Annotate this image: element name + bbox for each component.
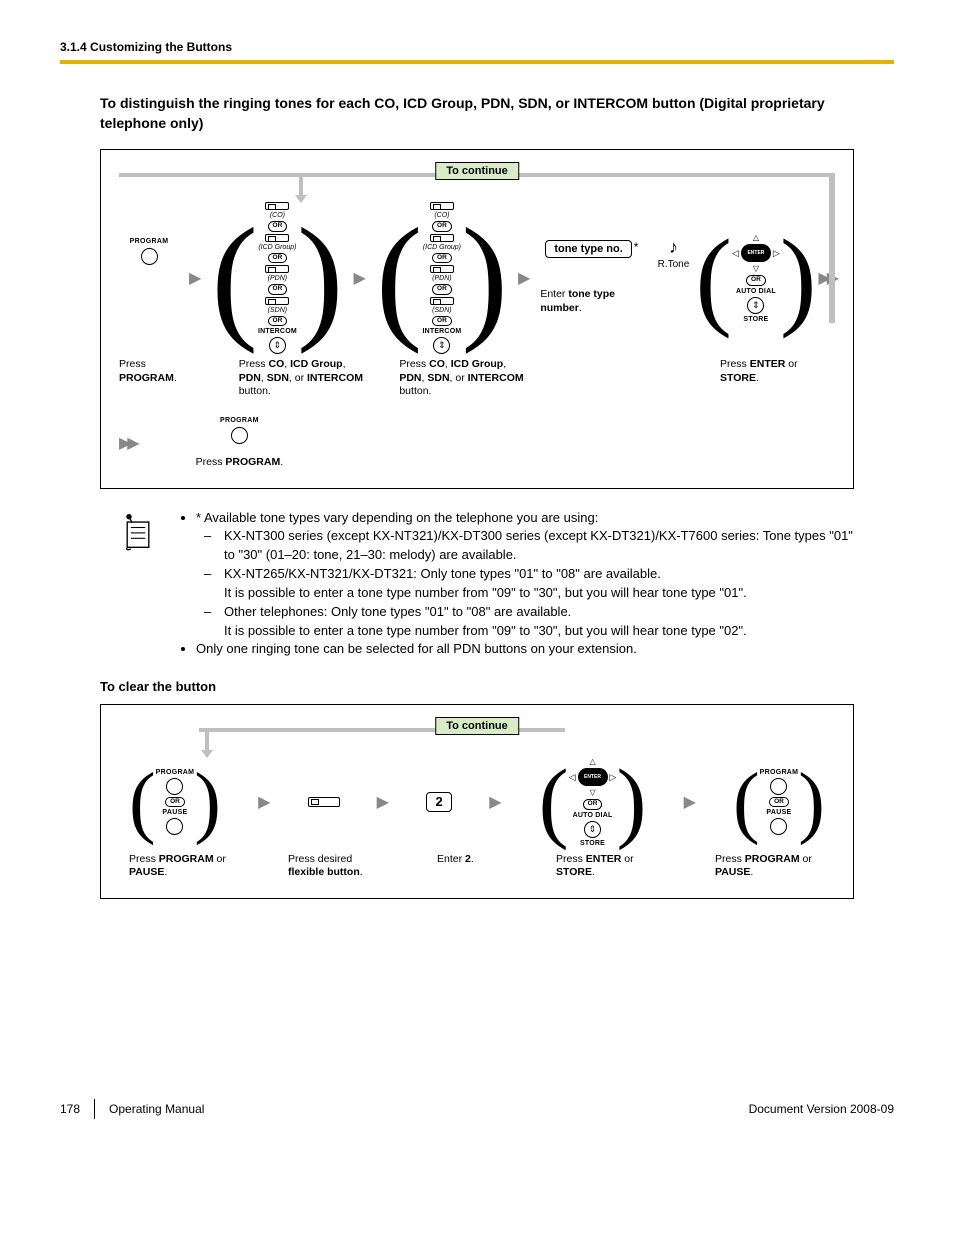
flex-button-icon [265,202,289,210]
heading-2: To clear the button [100,679,854,694]
or-pill: OR [268,253,288,263]
continue-label-2: To continue [435,717,519,735]
caption-flexible: Press desired flexible button. [288,853,388,880]
flex-button-icon [265,234,289,242]
caption-press-program-2: Press PROGRAM. [196,456,284,470]
enter-button-icon [741,244,771,262]
or-pill: OR [432,284,452,294]
co-label: (CO) [270,212,285,219]
or-pill: OR [268,221,288,231]
continue-label: To continue [435,162,519,180]
arrow-icon: ▶ [377,792,389,812]
note-line-1: * Available tone types vary depending on… [196,509,854,641]
program-label: PROGRAM [130,238,169,245]
icd-label: (ICD Group) [423,244,461,251]
program-button-icon [141,248,158,265]
enter-button-icon [578,768,608,786]
arrow-icon: ▶ [189,268,201,288]
caption-enter-store-2: Press ENTER or STORE. [556,853,666,880]
header-rule [60,60,894,64]
or-pill: OR [583,799,603,809]
music-note-icon: ♪ [669,238,678,256]
store-label: STORE [743,316,768,323]
tone-type-entry: tone type no. [545,240,631,258]
pause-label: PAUSE [162,809,187,816]
pause-button-icon [770,818,787,835]
or-pill: OR [432,221,452,231]
pdn-label: (PDN) [268,275,287,282]
or-pill: OR [746,275,766,285]
caption-press-co-2: Press CO, ICD Group, PDN, SDN, or INTERC… [399,358,524,399]
arrow-icon: ▶ [684,792,696,812]
flex-button-icon [430,297,454,305]
pdn-label: (PDN) [432,275,451,282]
caption-press-co: Press CO, ICD Group, PDN, SDN, or INTERC… [239,358,364,399]
document-version: Document Version 2008-09 [749,1102,894,1116]
arrow-icon: ▶ [258,792,270,812]
caption-enter-tone: Enter tone type number. [540,288,643,315]
program-button-icon [166,778,183,795]
note-line-2: Only one ringing tone can be selected fo… [196,640,854,659]
note-sub-1: KX-NT300 series (except KX-NT321)/KX-DT3… [224,527,854,565]
intercom-button-icon: ⇕ [269,337,286,354]
note-sub-3: Other telephones: Only tone types "01" t… [224,603,854,641]
caption-enter-store: Press ENTER or STORE. [720,358,835,385]
program-button-icon [770,778,787,795]
or-pill: OR [432,316,452,326]
note-icon [120,511,156,558]
manual-title: Operating Manual [109,1102,204,1116]
arrow-icon: ▶ [518,268,530,288]
header-section: 3.1.4 Customizing the Buttons [60,40,894,60]
co-label: (CO) [434,212,449,219]
rtone-label: R.Tone [658,259,690,270]
store-label: STORE [580,840,605,847]
page-number: 178 [60,1102,80,1116]
flex-button-icon [430,202,454,210]
arrow-double-icon: ▶▶ [119,433,136,453]
sdn-label: (SDN) [268,307,287,314]
or-pill: OR [432,253,452,263]
auto-dial-label: AUTO DIAL [573,812,613,819]
caption-prog-pause-2: Press PROGRAM or PAUSE. [715,853,825,880]
store-button-icon: ⇕ [584,821,601,838]
key-2: 2 [426,792,452,812]
sdn-label: (SDN) [432,307,451,314]
flex-button-icon [308,797,340,807]
program-button-icon [231,427,248,444]
intercom-button-icon: ⇕ [433,337,450,354]
icd-label: (ICD Group) [258,244,296,251]
caption-press-program: Press PROGRAM. [119,358,203,385]
caption-prog-pause: Press PROGRAM or PAUSE. [129,853,239,880]
diagram-2: To continue ( PROGRAM OR PAUSE ) ▶ [100,704,854,899]
program-label: PROGRAM [156,769,195,776]
caption-enter-2: Enter 2. [437,853,507,867]
arrow-icon: ▶ [354,268,366,288]
notes-section: * Available tone types vary depending on… [120,509,854,660]
heading-1: To distinguish the ringing tones for eac… [100,94,854,133]
flex-button-icon [430,265,454,273]
arrow-icon: ▶ [489,792,501,812]
or-pill: OR [268,284,288,294]
or-pill: OR [769,797,789,807]
intercom-label: INTERCOM [422,328,461,335]
diagram-1: To continue PROGRAM ▶ ( (CO) OR [100,149,854,488]
store-button-icon: ⇕ [747,297,764,314]
flex-button-icon [430,234,454,242]
flex-button-icon [265,297,289,305]
auto-dial-label: AUTO DIAL [736,288,776,295]
pause-button-icon [166,818,183,835]
program-label: PROGRAM [220,417,259,424]
note-sub-2: KX-NT265/KX-NT321/KX-DT321: Only tone ty… [224,565,854,603]
or-pill: OR [165,797,185,807]
intercom-label: INTERCOM [258,328,297,335]
or-pill: OR [268,316,288,326]
program-label: PROGRAM [760,769,799,776]
page-footer: 178 Operating Manual Document Version 20… [60,1099,894,1119]
pause-label: PAUSE [766,809,791,816]
flex-button-icon [265,265,289,273]
